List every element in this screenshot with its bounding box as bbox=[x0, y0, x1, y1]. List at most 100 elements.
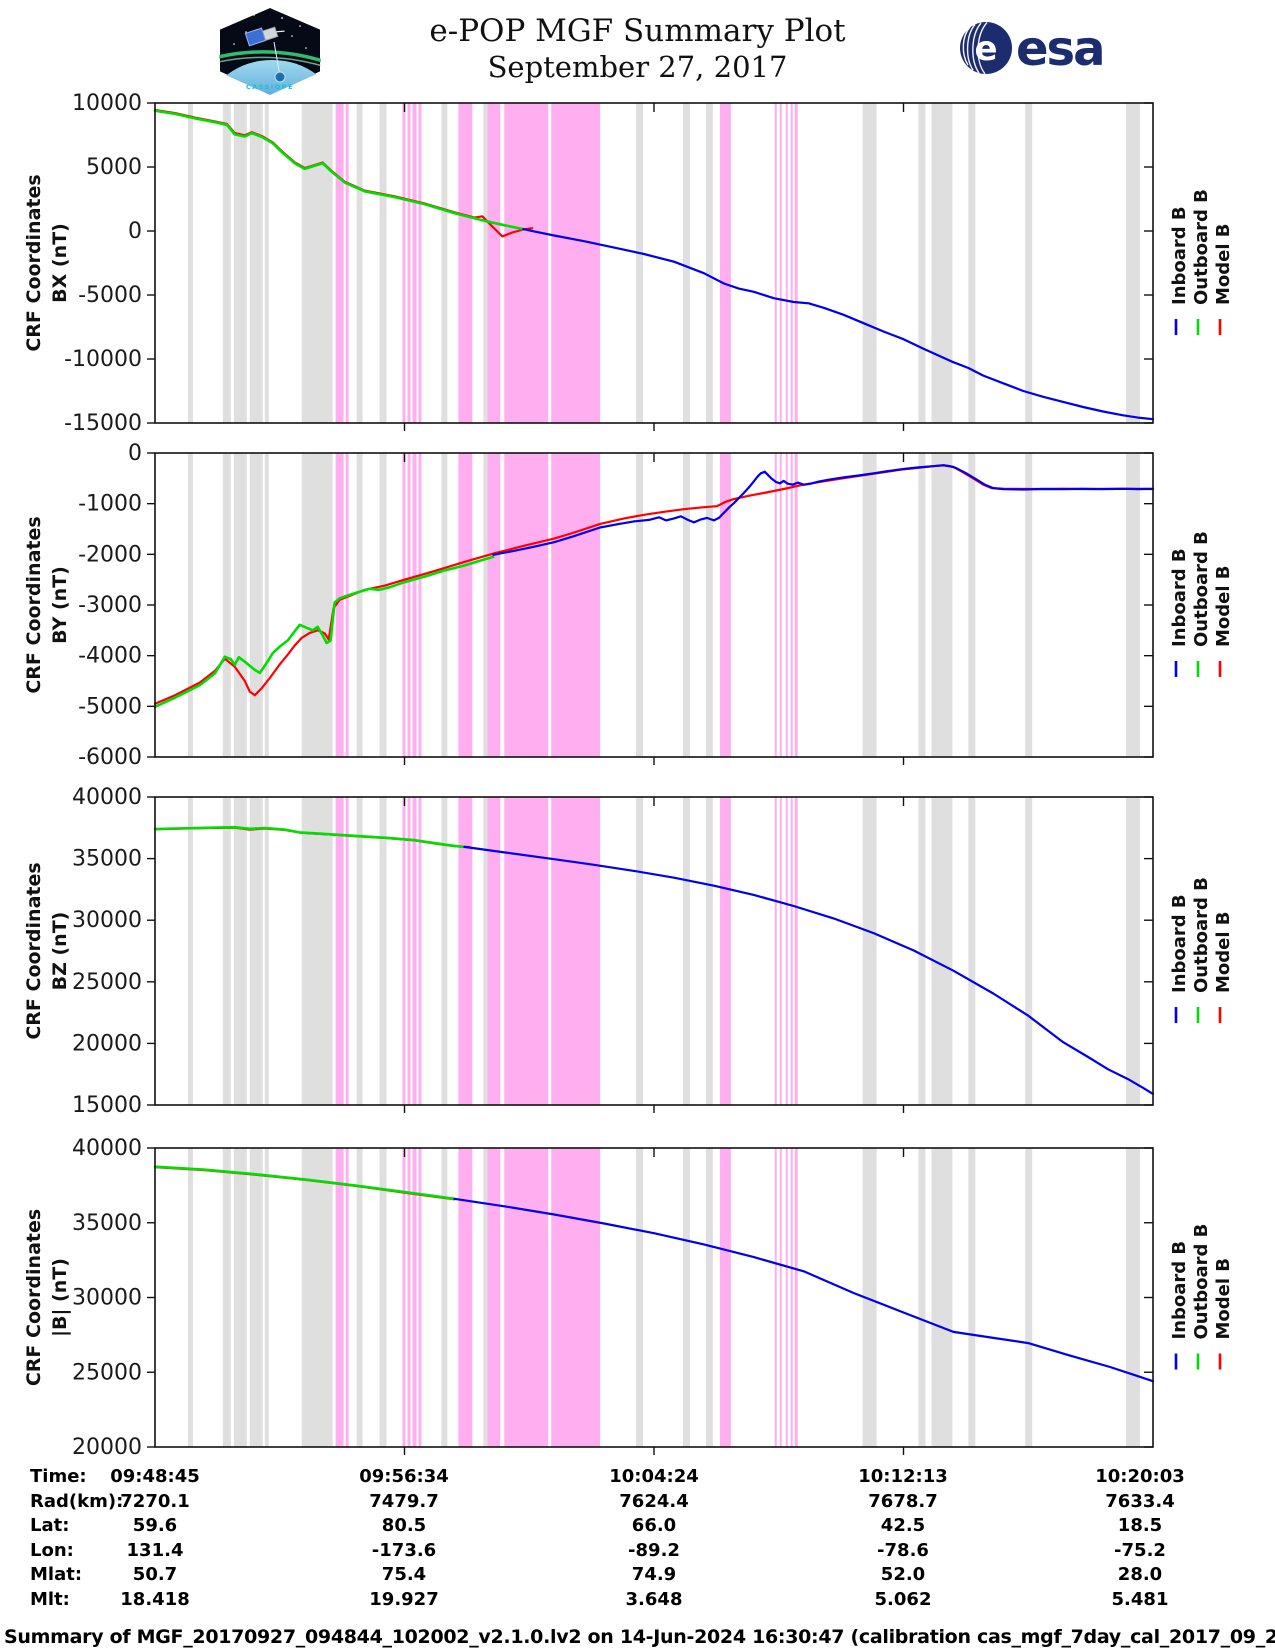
mlat-value-1: 50.7 bbox=[132, 1564, 178, 1585]
series-group bbox=[153, 464, 1155, 709]
event-bands bbox=[187, 453, 1141, 757]
esa-logo: e esa bbox=[958, 20, 1138, 82]
y-ticks bbox=[147, 1147, 1153, 1448]
panel-b_total-svg: 40000 35000 30000 25000 20000 CRF Coordinates… bbox=[23, 1136, 1234, 1460]
esa-logo-icon: e esa bbox=[960, 21, 1106, 77]
x-ticks bbox=[403, 797, 905, 1113]
y-tick-label: 15000 bbox=[72, 1093, 142, 1118]
y-axis-label-line: CRF Coordinates bbox=[23, 174, 45, 351]
series-outboard-b_total bbox=[153, 1165, 456, 1201]
cassiope-mission-patch: CASSIOPE bbox=[218, 5, 322, 100]
y-tick-label: -5000 bbox=[78, 694, 142, 719]
series-outboard-by bbox=[153, 555, 495, 709]
series-outboard-bz bbox=[153, 825, 466, 849]
page-title: e-POP MGF Summary Plot bbox=[429, 13, 846, 49]
mlt-value-4: 5.062 bbox=[874, 1588, 932, 1610]
ephemeris-table: Time: 09:48:45 09:56:34 10:04:24 10:12:1… bbox=[0, 1466, 1275, 1616]
y-tick-label: -4000 bbox=[78, 644, 142, 669]
time-value-1: 09:48:45 bbox=[110, 1466, 200, 1487]
y-tick-label: -10000 bbox=[64, 347, 142, 372]
row-label-mlat: Mlat: bbox=[30, 1564, 83, 1585]
y-tick-label: 30000 bbox=[72, 908, 142, 933]
svg-text:e: e bbox=[974, 29, 997, 69]
table-row-time: Time: 09:48:45 09:56:34 10:04:24 10:12:1… bbox=[0, 1466, 1275, 1490]
y-tick-label: -5000 bbox=[78, 283, 142, 308]
y-axis-label-line: CRF Coordinates bbox=[23, 1209, 45, 1386]
time-value-5: 10:20:03 bbox=[1095, 1466, 1185, 1487]
y-ticks bbox=[147, 796, 1153, 1106]
rad-value-4: 7678.7 bbox=[868, 1490, 938, 1512]
row-label-lat: Lat: bbox=[30, 1515, 70, 1536]
y-tick-label: 35000 bbox=[72, 847, 142, 872]
series-inboard-bx bbox=[522, 228, 1155, 421]
rad-value-2: 7479.7 bbox=[369, 1490, 439, 1512]
lat-value-5: 18.5 bbox=[1117, 1515, 1163, 1536]
event-bands bbox=[187, 103, 1141, 423]
series-group bbox=[153, 825, 1155, 1095]
y-tick-label: -15000 bbox=[64, 411, 142, 436]
mlat-value-2: 75.4 bbox=[381, 1564, 427, 1585]
legend-label-inboard: Inboard B bbox=[1169, 894, 1190, 993]
lat-value-2: 80.5 bbox=[381, 1515, 427, 1536]
series-group bbox=[153, 1165, 1155, 1383]
figure-panels: 10000 5000 0 -5000 -10000 -15000 CRF Coordinat… bbox=[23, 91, 1234, 1460]
series-inboard-b_total bbox=[453, 1197, 1155, 1383]
legend-label-model: Model B bbox=[1213, 223, 1234, 305]
legend-label-inboard: Inboard B bbox=[1169, 548, 1190, 647]
legend-label-outboard: Outboard B bbox=[1191, 1224, 1212, 1340]
y-axis-label-line: BZ (nT) bbox=[49, 912, 71, 991]
series-group bbox=[153, 108, 1155, 421]
mlat-value-4: 52.0 bbox=[880, 1564, 926, 1585]
esa-wordmark: esa bbox=[1016, 21, 1104, 77]
y-axis-label-line: BY (nT) bbox=[49, 566, 71, 644]
lon-value-3: -89.2 bbox=[628, 1539, 680, 1561]
y-axis-label-line: CRF Coordinates bbox=[23, 862, 45, 1039]
y-tick-label: 25000 bbox=[72, 970, 142, 995]
series-outboard-bx bbox=[153, 109, 525, 231]
mlat-value-5: 28.0 bbox=[1117, 1564, 1163, 1585]
legend-label-inboard: Inboard B bbox=[1169, 1241, 1190, 1340]
time-value-4: 10:12:13 bbox=[858, 1466, 948, 1487]
y-tick-label: 30000 bbox=[72, 1286, 142, 1311]
y-tick-label: 40000 bbox=[72, 785, 142, 810]
y-tick-label: 10000 bbox=[72, 91, 142, 116]
legend-label-model: Model B bbox=[1213, 1258, 1234, 1340]
lon-value-2: -173.6 bbox=[371, 1539, 437, 1561]
y-tick-label: 35000 bbox=[72, 1211, 142, 1236]
lat-value-3: 66.0 bbox=[631, 1515, 677, 1536]
table-row-mlt: Mlt: 18.418 19.927 3.648 5.062 5.481 bbox=[0, 1589, 1275, 1613]
rad-value-3: 7624.4 bbox=[619, 1490, 689, 1512]
y-tick-labels: 10000 5000 0 -5000 -10000 -15000 bbox=[64, 91, 142, 436]
legend-label-inboard: Inboard B bbox=[1169, 206, 1190, 305]
legend-label-model: Model B bbox=[1213, 565, 1234, 647]
page-subtitle: September 27, 2017 bbox=[487, 49, 788, 84]
table-row-lon: Lon: 131.4 -173.6 -89.2 -78.6 -75.2 bbox=[0, 1540, 1275, 1564]
lat-value-1: 59.6 bbox=[132, 1515, 178, 1536]
x-ticks bbox=[403, 453, 905, 765]
row-label-mlt: Mlt: bbox=[30, 1588, 70, 1610]
mlt-value-5: 5.481 bbox=[1111, 1588, 1169, 1610]
header: e-POP MGF Summary Plot September 27, 201… bbox=[0, 13, 1275, 84]
y-tick-label: 20000 bbox=[72, 1435, 142, 1460]
panel-bz-svg: 40000 35000 30000 25000 20000 15000 CRF Coordi… bbox=[23, 785, 1234, 1118]
event-bands bbox=[187, 1148, 1141, 1447]
y-tick-label: -1000 bbox=[78, 492, 142, 517]
time-value-3: 10:04:24 bbox=[609, 1466, 699, 1487]
y-axis-label-line: CRF Coordinates bbox=[23, 516, 45, 693]
y-tick-label: 5000 bbox=[86, 155, 142, 180]
summary-footer: Summary of MGF_20170927_094844_102002_v2… bbox=[4, 1626, 1275, 1648]
y-tick-label: -3000 bbox=[78, 593, 142, 618]
y-tick-label: -6000 bbox=[78, 745, 142, 770]
y-tick-labels: 40000 35000 30000 25000 20000 15000 bbox=[72, 785, 142, 1118]
panel-bx-svg: 10000 5000 0 -5000 -10000 -15000 CRF Coordinat… bbox=[23, 91, 1234, 436]
x-ticks bbox=[403, 1148, 905, 1455]
y-ticks bbox=[147, 452, 1153, 758]
row-label-time: Time: bbox=[30, 1466, 87, 1487]
mlt-value-1: 18.418 bbox=[120, 1588, 190, 1610]
y-tick-label: 40000 bbox=[72, 1136, 142, 1161]
lon-value-5: -75.2 bbox=[1114, 1539, 1166, 1561]
panel-legend: Inboard B Outboard B Model B bbox=[1169, 1224, 1234, 1370]
legend-label-outboard: Outboard B bbox=[1191, 531, 1212, 647]
patch-label: CASSIOPE bbox=[246, 83, 294, 91]
row-label-rad: Rad(km): bbox=[30, 1490, 124, 1512]
